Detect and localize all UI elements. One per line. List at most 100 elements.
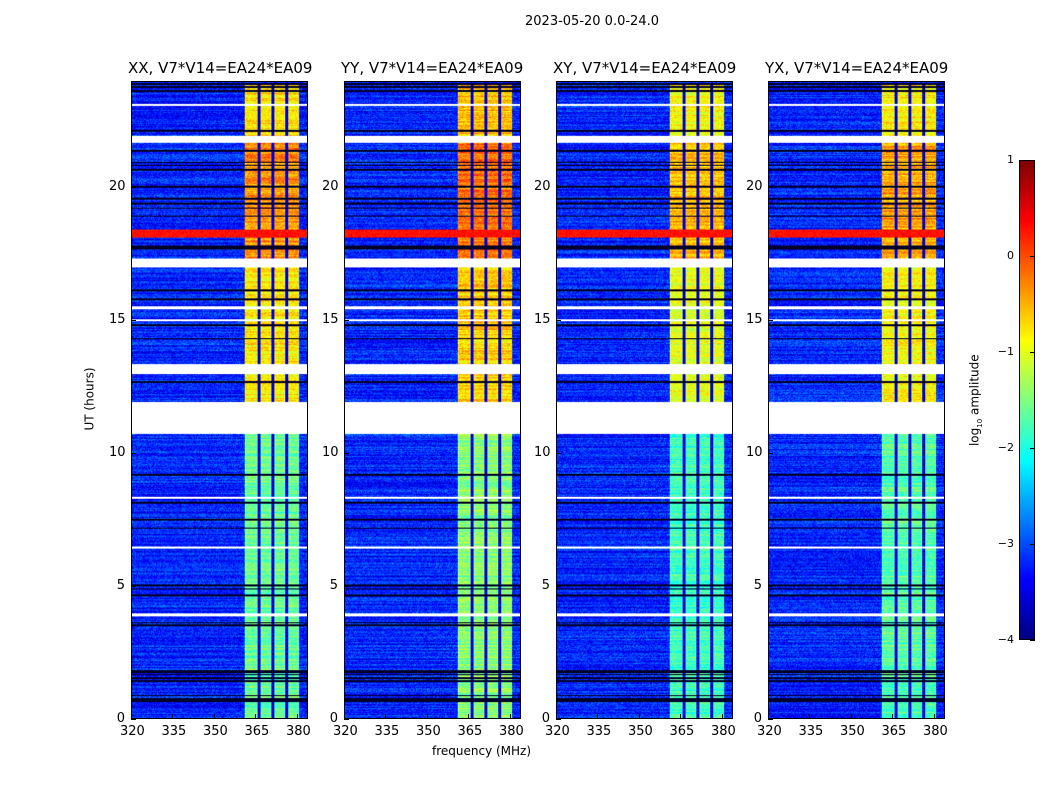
y-tick-label: 10	[534, 445, 551, 461]
x-tick-label: 380	[285, 724, 311, 739]
x-tick-label: 365	[244, 724, 270, 739]
x-tick-label: 380	[922, 724, 948, 739]
y-tick-label: 0	[753, 711, 762, 726]
colorbar-label-rest: amplitude	[967, 354, 982, 419]
x-tick	[556, 714, 557, 719]
y-tick-label: 0	[116, 711, 125, 726]
y-tick	[131, 719, 136, 720]
x-tick-label: 350	[202, 724, 228, 739]
colorbar-label-sub: 10	[976, 418, 985, 428]
heatmap-panel	[768, 81, 945, 719]
y-tick	[556, 586, 561, 588]
y-tick	[556, 719, 561, 720]
heatmap-panel	[556, 81, 733, 719]
panel-title: YX, V7*V14=EA24*EA09	[765, 59, 949, 77]
panel-title: XY, V7*V14=EA24*EA09	[553, 59, 737, 77]
x-tick	[131, 714, 132, 719]
y-tick-label: 0	[329, 711, 338, 726]
colorbar-tick	[1030, 544, 1035, 545]
x-tick-label: 350	[415, 724, 441, 739]
colorbar-tick	[1030, 448, 1035, 449]
y-tick-label: 10	[746, 445, 763, 461]
x-tick-label: 335	[161, 724, 187, 739]
x-tick	[768, 714, 769, 719]
y-tick	[131, 586, 136, 588]
x-tick	[850, 714, 852, 719]
x-tick-label: 350	[839, 724, 865, 739]
colorbar-tick-label: −4	[997, 633, 1014, 646]
x-tick	[680, 714, 682, 719]
y-tick	[768, 719, 773, 720]
x-tick-label: 365	[881, 724, 907, 739]
colorbar	[1019, 160, 1035, 640]
x-tick-label: 335	[374, 724, 400, 739]
colorbar-tick-label: −1	[997, 345, 1014, 358]
panel-title: XX, V7*V14=EA24*EA09	[128, 59, 313, 77]
x-tick-label: 320	[120, 724, 145, 739]
y-tick	[344, 719, 349, 720]
y-tick	[344, 586, 349, 588]
colorbar-tick	[1030, 352, 1035, 353]
heatmap-cells	[557, 82, 732, 718]
y-axis-label: UT (hours)	[82, 367, 97, 431]
y-tick-label: 10	[109, 445, 126, 461]
colorbar-tick-label: 1	[1007, 153, 1014, 166]
colorbar-tick-label: −3	[997, 537, 1014, 550]
x-tick-label: 365	[457, 724, 483, 739]
y-tick	[344, 453, 349, 455]
x-tick	[385, 714, 387, 719]
x-tick-label: 335	[586, 724, 612, 739]
y-tick-label: 15	[746, 312, 763, 328]
colorbar-tick-label: 0	[1007, 249, 1014, 262]
heatmap-panel	[344, 81, 521, 719]
heatmap-panel	[131, 81, 308, 719]
x-tick-label: 350	[627, 724, 653, 739]
heatmap-cells	[132, 82, 307, 718]
y-tick-label: 15	[534, 312, 551, 328]
x-tick-label: 320	[757, 724, 782, 739]
y-tick-label: 5	[329, 578, 338, 594]
y-tick	[131, 187, 136, 189]
y-tick	[131, 320, 136, 322]
colorbar-tick	[1030, 256, 1035, 257]
x-tick	[597, 714, 599, 719]
figure-title: 2023-05-20 0.0-24.0	[525, 14, 659, 29]
x-tick-label: 320	[545, 724, 570, 739]
x-tick	[255, 714, 257, 719]
x-axis-label: frequency (MHz)	[432, 744, 532, 758]
y-tick	[344, 187, 349, 189]
y-tick-label: 20	[534, 179, 551, 195]
x-tick	[892, 714, 894, 719]
colorbar-label-main: log	[967, 427, 982, 447]
y-tick	[768, 453, 773, 455]
colorbar-label: log10 amplitude	[968, 354, 984, 446]
y-tick-label: 20	[746, 179, 763, 195]
y-tick	[768, 320, 773, 322]
y-tick	[556, 453, 561, 455]
panel-title: YY, V7*V14=EA24*EA09	[341, 59, 524, 77]
x-tick	[213, 714, 215, 719]
y-tick	[768, 187, 773, 189]
y-tick	[344, 320, 349, 322]
x-tick	[933, 714, 935, 719]
y-tick	[556, 320, 561, 322]
y-tick	[556, 187, 561, 189]
x-tick-label: 380	[710, 724, 736, 739]
x-tick-label: 380	[498, 724, 524, 739]
heatmap-cells	[345, 82, 520, 718]
x-tick	[426, 714, 428, 719]
x-tick	[344, 714, 345, 719]
y-tick-label: 20	[322, 179, 339, 195]
x-tick-label: 335	[798, 724, 824, 739]
x-tick	[296, 714, 298, 719]
x-tick	[638, 714, 640, 719]
y-tick	[768, 586, 773, 588]
y-tick-label: 0	[541, 711, 550, 726]
x-tick-label: 365	[669, 724, 695, 739]
x-tick	[172, 714, 174, 719]
x-tick	[721, 714, 723, 719]
y-tick-label: 5	[541, 578, 550, 594]
colorbar-tick-label: −2	[997, 441, 1014, 454]
colorbar-tick	[1030, 640, 1035, 641]
